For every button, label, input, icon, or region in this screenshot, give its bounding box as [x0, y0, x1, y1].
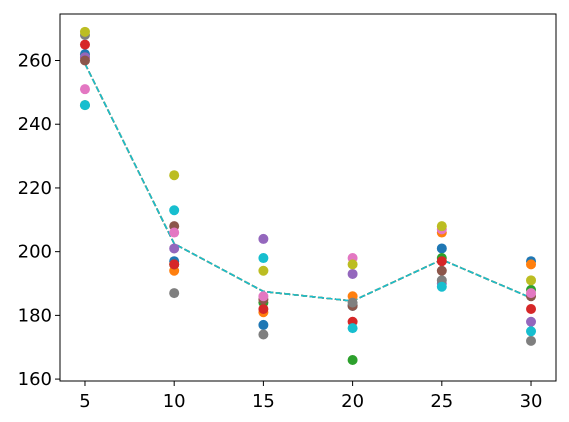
- data-point-s9-4: [436, 281, 447, 292]
- data-point-s6-5: [526, 288, 537, 299]
- data-point-s3-2: [258, 304, 269, 315]
- y-tick-label: 220: [18, 178, 52, 199]
- x-tick-label: 25: [430, 391, 453, 412]
- data-point-s6-0: [79, 84, 90, 95]
- data-point-s9-1: [169, 205, 180, 216]
- data-point-s9-0: [79, 100, 90, 111]
- data-point-s8-2: [258, 265, 269, 276]
- x-tick-label: 20: [341, 391, 364, 412]
- data-point-s7-2: [258, 329, 269, 340]
- mean-line-1: [84, 63, 532, 302]
- mean-line-0: [84, 63, 532, 302]
- data-point-s8-1: [169, 170, 180, 181]
- y-tick-label: 180: [18, 305, 52, 326]
- y-tick-label: 160: [18, 369, 52, 390]
- data-point-s8-5: [526, 275, 537, 286]
- plot-frame: [59, 13, 557, 382]
- data-point-s9-5: [526, 326, 537, 337]
- mean-line-5: [84, 63, 532, 302]
- data-point-s4-3: [347, 268, 358, 279]
- data-point-s3-0: [79, 39, 90, 50]
- data-point-s4-1: [169, 243, 180, 254]
- data-point-s0-4: [436, 243, 447, 254]
- data-point-s4-5: [526, 316, 537, 327]
- mean-line-2: [84, 63, 532, 302]
- data-point-s9-3: [347, 323, 358, 334]
- data-point-s6-1: [169, 227, 180, 238]
- y-tick-label: 200: [18, 242, 52, 263]
- data-point-s5-4: [436, 265, 447, 276]
- data-point-s3-5: [526, 304, 537, 315]
- data-point-s8-3: [347, 259, 358, 270]
- x-axis: 5 10 15 20 25 30: [79, 381, 542, 412]
- data-point-s9-2: [258, 253, 269, 264]
- x-tick-label: 10: [163, 391, 186, 412]
- mean-lines: [84, 63, 532, 302]
- x-tick-label: 15: [252, 391, 275, 412]
- x-tick-label: 30: [520, 391, 543, 412]
- x-tick-label: 5: [79, 391, 90, 412]
- data-point-s1-5: [526, 259, 537, 270]
- y-axis: 160 180 200 220 240 260: [18, 51, 60, 390]
- mean-line-6: [84, 63, 532, 302]
- data-point-s5-0: [79, 55, 90, 66]
- y-tick-label: 240: [18, 114, 52, 135]
- data-point-s7-3: [347, 297, 358, 308]
- data-point-s8-4: [436, 221, 447, 232]
- data-point-s3-1: [169, 259, 180, 270]
- mean-line-9: [84, 63, 532, 302]
- data-point-s7-1: [169, 288, 180, 299]
- mean-line-4: [84, 63, 532, 302]
- mean-line-8: [84, 63, 532, 302]
- data-point-s6-2: [258, 291, 269, 302]
- y-tick-label: 260: [18, 51, 52, 72]
- data-point-s4-2: [258, 233, 269, 244]
- data-point-s8-0: [79, 26, 90, 37]
- mean-line-3: [84, 63, 532, 302]
- data-points: [79, 26, 537, 365]
- data-point-s0-2: [258, 319, 269, 330]
- data-point-s2-3: [347, 354, 358, 365]
- data-point-s3-4: [436, 256, 447, 267]
- mean-line-7: [84, 63, 532, 302]
- data-point-s7-5: [526, 335, 537, 346]
